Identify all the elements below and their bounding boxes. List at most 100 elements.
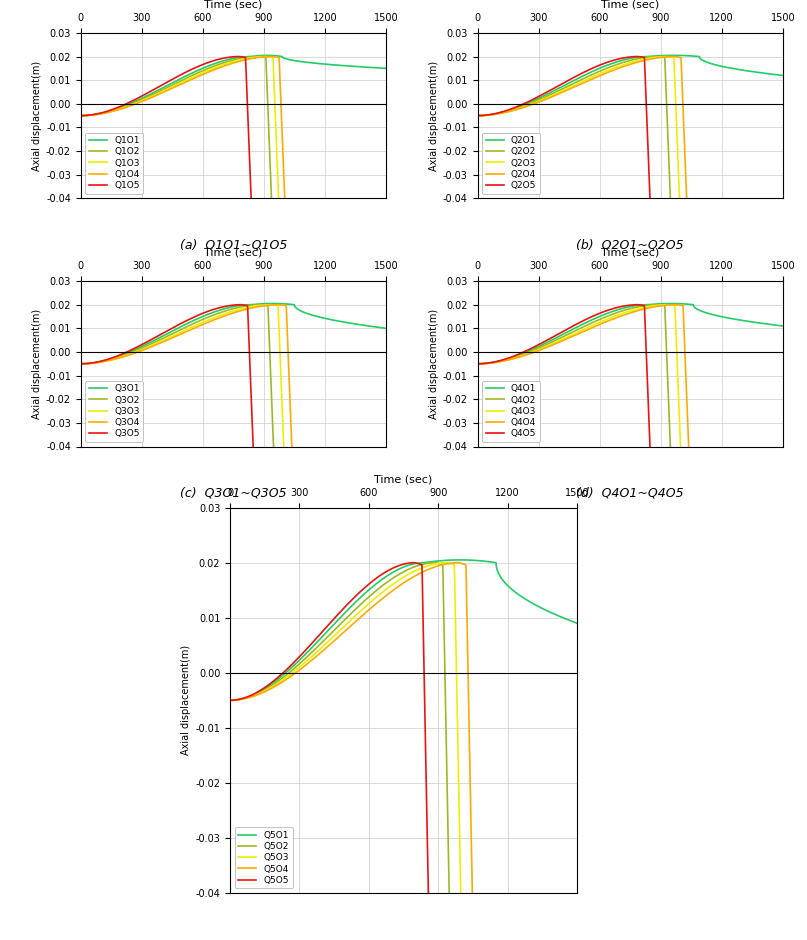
Q1O1 — [111, 103, 120, 115]
Q3O5 — [206, 305, 215, 316]
Q5O4 — [566, 915, 575, 926]
Q5O3 — [286, 669, 295, 681]
Q2O4 — [772, 205, 782, 216]
Q2O5 — [772, 205, 782, 216]
Q2O1 — [772, 70, 782, 81]
Q5O5 — [572, 915, 582, 926]
Q5O4 — [454, 557, 464, 569]
Y-axis label: Axial displacement(m): Axial displacement(m) — [31, 60, 42, 171]
Line: Q3O4: Q3O4 — [81, 305, 386, 459]
Q4O1 — [590, 313, 600, 324]
Legend: Q5O1, Q5O2, Q5O3, Q5O4, Q5O5: Q5O1, Q5O2, Q5O3, Q5O4, Q5O5 — [235, 827, 292, 888]
Q3O5 — [375, 453, 385, 464]
Q1O4 — [76, 110, 86, 121]
Text: (b)  Q2O1~Q2O5: (b) Q2O1~Q2O5 — [576, 238, 684, 251]
Q1O4 — [375, 205, 385, 216]
Q5O1 — [455, 555, 465, 566]
Legend: Q3O1, Q3O2, Q3O3, Q3O4, Q3O5: Q3O1, Q3O2, Q3O3, Q3O4, Q3O5 — [86, 381, 143, 442]
Line: Q3O1: Q3O1 — [81, 304, 386, 364]
Q4O4 — [672, 299, 682, 310]
Q1O5 — [111, 102, 120, 114]
Q3O3 — [267, 299, 277, 310]
Q4O1 — [666, 298, 675, 309]
Q4O5 — [772, 453, 782, 464]
Q3O5 — [111, 351, 120, 362]
Q3O2 — [270, 453, 279, 464]
Text: (d)  Q4O1~Q4O5: (d) Q4O1~Q4O5 — [576, 486, 684, 499]
Q1O1 — [375, 62, 385, 73]
Q5O5 — [358, 584, 368, 595]
Q4O2 — [666, 453, 675, 464]
Q3O4 — [111, 353, 120, 365]
Q4O1 — [473, 358, 483, 369]
Q1O3 — [111, 104, 120, 116]
Q2O3 — [525, 99, 535, 110]
Q2O3 — [603, 65, 613, 76]
Q5O5 — [225, 695, 235, 706]
Q4O2 — [739, 453, 749, 464]
Q5O2 — [374, 584, 383, 595]
Q5O5 — [286, 661, 295, 672]
Q3O1 — [381, 322, 391, 334]
Q3O1 — [129, 345, 139, 356]
Q5O3 — [457, 915, 466, 926]
X-axis label: Time (sec): Time (sec) — [374, 475, 433, 484]
Q2O2 — [473, 110, 483, 121]
Q5O3 — [529, 915, 538, 926]
Q4O5 — [739, 453, 749, 464]
Q5O4 — [374, 596, 383, 607]
Q2O5 — [646, 205, 655, 216]
Q3O2 — [342, 453, 352, 464]
Q1O5 — [193, 61, 203, 72]
Q4O5 — [603, 305, 613, 316]
Q3O1 — [268, 298, 278, 309]
Q2O5 — [739, 205, 749, 216]
Q2O5 — [525, 95, 535, 106]
Q2O2 — [508, 104, 517, 116]
Q3O3 — [206, 313, 215, 324]
Q4O4 — [772, 453, 782, 464]
Text: (c)  Q3O1~Q3O5: (c) Q3O1~Q3O5 — [180, 486, 286, 499]
Line: Q2O3: Q2O3 — [478, 56, 783, 211]
Q4O1 — [603, 307, 613, 319]
Q3O1 — [342, 317, 352, 328]
Q5O4 — [358, 609, 368, 620]
Q2O5 — [778, 205, 788, 216]
Q3O5 — [193, 310, 203, 321]
Q5O2 — [572, 915, 582, 926]
Q1O5 — [206, 55, 215, 67]
Q1O4 — [111, 105, 120, 117]
Q5O2 — [529, 915, 538, 926]
Line: Q2O5: Q2O5 — [478, 56, 783, 211]
Q4O4 — [508, 353, 517, 365]
Q4O3 — [739, 453, 749, 464]
Q1O2 — [381, 205, 391, 216]
Y-axis label: Axial displacement(m): Axial displacement(m) — [429, 308, 439, 419]
Line: Q4O1: Q4O1 — [478, 304, 783, 364]
Q2O4 — [473, 110, 483, 121]
X-axis label: Time (sec): Time (sec) — [601, 0, 659, 9]
Q3O4 — [275, 299, 285, 310]
Q3O3 — [381, 453, 391, 464]
Q2O3 — [590, 70, 600, 82]
Q1O3 — [342, 205, 352, 216]
Q4O3 — [778, 453, 788, 464]
Q3O3 — [193, 319, 203, 330]
Line: Q4O4: Q4O4 — [478, 305, 783, 459]
Q3O1 — [76, 358, 86, 369]
Q3O4 — [287, 453, 297, 464]
Line: Q4O5: Q4O5 — [478, 305, 783, 459]
Q4O2 — [473, 358, 483, 369]
Q5O4 — [572, 915, 582, 926]
Q5O1 — [286, 664, 295, 675]
Q2O1 — [739, 65, 749, 76]
Q1O1 — [193, 65, 203, 76]
Q2O1 — [669, 50, 679, 61]
Q1O1 — [262, 50, 272, 61]
Q3O2 — [381, 453, 391, 464]
Q4O3 — [603, 313, 613, 324]
Q1O5 — [342, 205, 352, 216]
Q1O5 — [381, 205, 391, 216]
Q5O1 — [528, 598, 537, 609]
Q1O1 — [76, 110, 86, 121]
